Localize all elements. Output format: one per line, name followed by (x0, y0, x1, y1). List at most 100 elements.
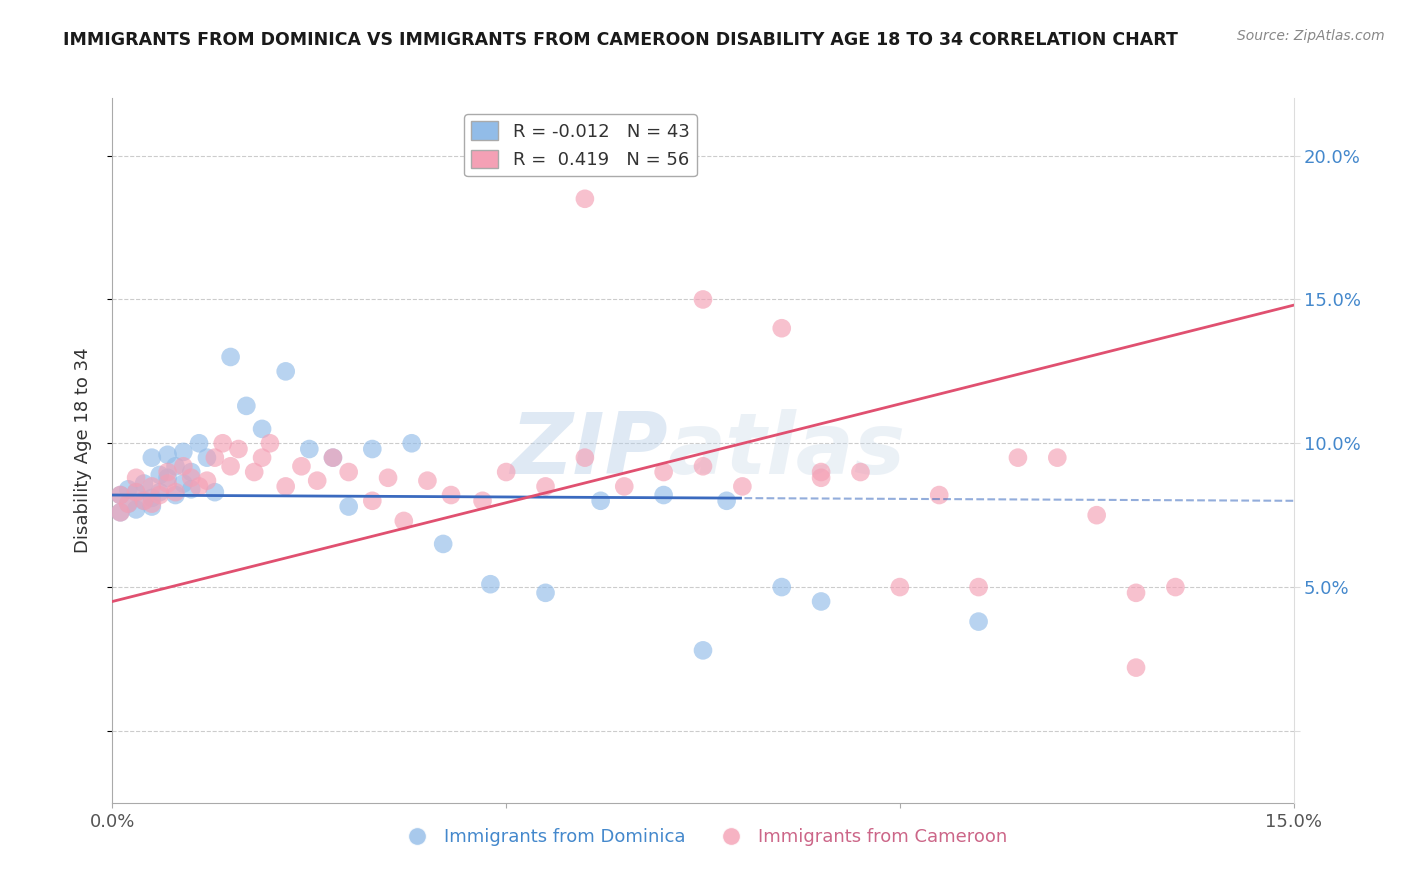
Point (967, 580, 990, 594)
Point (479, 577, 502, 591)
Point (195, 450, 218, 465)
Point (110, 488, 132, 502)
Point (534, 479, 557, 493)
Point (322, 450, 344, 465)
Point (1164, 580, 1187, 594)
Point (149, 467, 172, 482)
Point (125, 485, 148, 500)
Point (165, 485, 187, 500)
Point (716, 493, 738, 508)
Point (235, 399, 257, 413)
Point (149, 485, 172, 500)
Point (322, 450, 344, 465)
Point (219, 459, 242, 474)
Point (132, 493, 155, 508)
Point (204, 450, 226, 465)
Point (1085, 508, 1108, 523)
Point (432, 537, 454, 551)
Point (117, 497, 139, 511)
Point (928, 488, 950, 502)
Point (574, 192, 596, 206)
Point (401, 436, 423, 450)
Point (180, 471, 202, 485)
Point (156, 448, 179, 462)
Point (770, 580, 793, 594)
Point (172, 459, 194, 474)
Point (770, 321, 793, 335)
Text: Source: ZipAtlas.com: Source: ZipAtlas.com (1237, 29, 1385, 43)
Point (219, 350, 242, 364)
Text: atlas: atlas (668, 409, 905, 492)
Point (250, 422, 273, 436)
Point (692, 643, 714, 657)
Point (110, 505, 132, 519)
Legend: Immigrants from Dominica, Immigrants from Cameroon: Immigrants from Dominica, Immigrants fro… (392, 822, 1014, 854)
Point (652, 488, 675, 502)
Point (731, 479, 754, 493)
Point (589, 493, 612, 508)
Point (156, 471, 179, 485)
Point (495, 465, 517, 479)
Point (141, 450, 163, 465)
Point (141, 491, 163, 505)
Point (165, 488, 187, 502)
Point (125, 485, 148, 500)
Point (1046, 450, 1069, 465)
Point (471, 493, 494, 508)
Point (1007, 450, 1029, 465)
Point (361, 442, 384, 456)
Point (180, 483, 202, 497)
Point (125, 471, 148, 485)
Point (165, 459, 187, 474)
Point (188, 436, 211, 450)
Point (392, 514, 415, 528)
Text: IMMIGRANTS FROM DOMINICA VS IMMIGRANTS FROM CAMEROON DISABILITY AGE 18 TO 34 COR: IMMIGRANTS FROM DOMINICA VS IMMIGRANTS F… (63, 31, 1178, 49)
Point (156, 476, 179, 491)
Point (156, 465, 179, 479)
Point (243, 465, 266, 479)
Point (250, 450, 273, 465)
Point (416, 474, 439, 488)
Point (810, 471, 832, 485)
Y-axis label: Disability Age 18 to 34: Disability Age 18 to 34 (73, 348, 91, 553)
Point (574, 450, 596, 465)
Point (337, 465, 360, 479)
Point (652, 465, 675, 479)
Point (110, 505, 132, 519)
Point (117, 483, 139, 497)
Point (125, 502, 148, 516)
Point (172, 445, 194, 459)
Text: ZIP: ZIP (510, 409, 668, 492)
Point (337, 500, 360, 514)
Point (692, 459, 714, 474)
Point (204, 485, 226, 500)
Point (377, 471, 399, 485)
Point (195, 474, 218, 488)
Point (180, 465, 202, 479)
Point (440, 488, 463, 502)
Point (810, 594, 832, 608)
Point (298, 442, 321, 456)
Point (810, 465, 832, 479)
Point (290, 459, 312, 474)
Point (259, 436, 281, 450)
Point (110, 488, 132, 502)
Point (228, 442, 250, 456)
Point (274, 364, 297, 378)
Point (967, 615, 990, 629)
Point (889, 580, 911, 594)
Point (132, 493, 155, 508)
Point (274, 479, 297, 493)
Point (141, 479, 163, 493)
Point (361, 493, 384, 508)
Point (188, 479, 211, 493)
Point (1125, 586, 1147, 600)
Point (117, 497, 139, 511)
Point (692, 293, 714, 307)
Point (613, 479, 636, 493)
Point (1125, 660, 1147, 674)
Point (141, 500, 163, 514)
Point (132, 476, 155, 491)
Point (307, 474, 329, 488)
Point (211, 436, 233, 450)
